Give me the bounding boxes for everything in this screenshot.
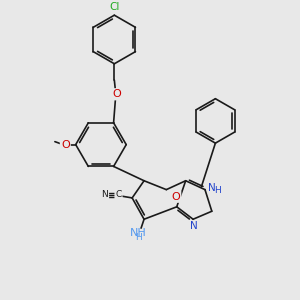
Text: N: N	[101, 190, 108, 199]
Text: H: H	[135, 233, 142, 242]
Text: NH: NH	[130, 228, 146, 238]
Text: O: O	[112, 89, 121, 99]
Text: Cl: Cl	[109, 2, 119, 13]
Text: O: O	[172, 192, 180, 202]
Text: H: H	[214, 186, 221, 195]
Text: O: O	[61, 140, 70, 150]
Text: C: C	[116, 190, 122, 199]
Text: N: N	[208, 183, 215, 193]
Text: N: N	[190, 221, 198, 231]
